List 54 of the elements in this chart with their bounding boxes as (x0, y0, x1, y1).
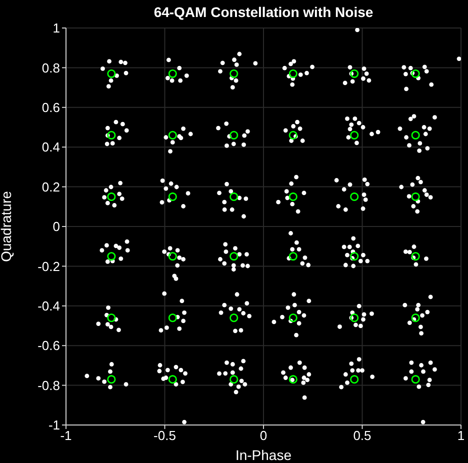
y-tick-label: 1 (52, 20, 60, 36)
point (230, 314, 238, 322)
point (168, 69, 177, 78)
point (107, 69, 116, 78)
x-tick-label: -0.5 (154, 428, 176, 444)
point (230, 192, 238, 202)
point (411, 192, 420, 202)
y-tick-label: -0.8 (38, 378, 60, 393)
point (230, 375, 238, 384)
point (230, 252, 238, 261)
point (350, 252, 359, 261)
point (288, 192, 298, 202)
point (350, 69, 359, 78)
y-tick-label: 0 (52, 219, 60, 234)
point (107, 130, 116, 140)
y-axis-title: Quadrature (0, 190, 14, 262)
chart-title: 64-QAM Constellation with Noise (152, 4, 374, 20)
point (107, 314, 116, 322)
point (411, 314, 420, 322)
point (411, 130, 420, 140)
point (288, 130, 298, 140)
y-tick-label: 0.2 (42, 179, 60, 194)
x-tick-label: 0.5 (353, 428, 372, 444)
point (107, 192, 116, 202)
point (107, 375, 116, 384)
point (168, 252, 177, 261)
point (411, 375, 420, 384)
y-tick-label: -0.4 (38, 298, 60, 314)
point (411, 252, 420, 261)
y-tick-label: -0.6 (38, 338, 60, 354)
y-tick-label: 0.6 (42, 100, 60, 116)
point (288, 252, 298, 261)
y-tick-label: 0.8 (42, 60, 60, 76)
point (288, 69, 298, 78)
point (350, 192, 359, 202)
point (230, 69, 238, 78)
point (288, 375, 298, 384)
point (168, 375, 177, 384)
point (107, 252, 116, 261)
x-axis-title: In-Phase (235, 447, 292, 463)
point (168, 192, 177, 202)
y-tick-label: -0.2 (38, 258, 60, 274)
point (168, 130, 177, 140)
point (350, 375, 359, 384)
point (288, 314, 298, 322)
point (230, 130, 238, 140)
point (411, 69, 420, 78)
x-tick-label: 0 (260, 428, 268, 444)
point (350, 314, 359, 322)
y-tick-label: -1 (48, 418, 60, 433)
y-tick-label: 0.4 (42, 140, 60, 155)
point (350, 130, 359, 140)
x-tick-label: 1 (457, 428, 465, 444)
point (168, 314, 177, 322)
